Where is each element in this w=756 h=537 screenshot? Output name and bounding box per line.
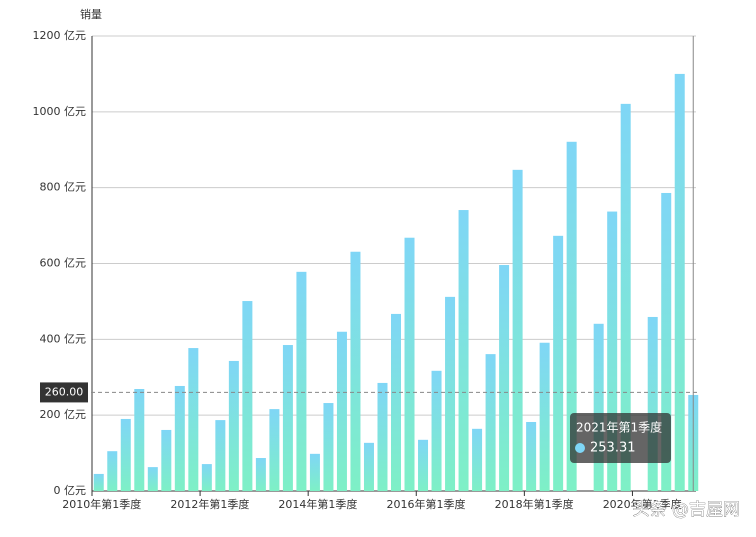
bar <box>539 342 550 491</box>
bar <box>107 451 118 491</box>
bar <box>661 192 672 491</box>
bar <box>647 316 658 491</box>
pointer-label: 260.00 <box>45 385 84 398</box>
bar <box>242 301 253 491</box>
bar <box>472 428 483 491</box>
bar <box>674 73 685 492</box>
bar <box>255 458 266 491</box>
tooltip-title: 2021年第1季度 <box>576 420 662 435</box>
pointer-label-bg <box>40 382 88 403</box>
bar <box>526 421 537 491</box>
x-tick-label: 2020年第1季度 <box>603 497 682 511</box>
bar <box>282 345 293 491</box>
y-tick-label: 600 亿元 <box>40 257 87 270</box>
x-tick-label: 2018年第1季度 <box>495 497 574 511</box>
bar <box>593 323 604 491</box>
bar <box>174 385 185 491</box>
bar <box>377 382 388 491</box>
y-tick-label: 1000 亿元 <box>33 105 87 118</box>
tooltip-bg <box>570 413 671 463</box>
bar <box>404 237 415 491</box>
y-tick-label: 0 亿元 <box>54 484 87 497</box>
bar <box>336 331 347 491</box>
bar <box>147 467 158 491</box>
bar <box>228 360 239 491</box>
bar <box>620 103 631 491</box>
x-tick-label: 2016年第1季度 <box>387 497 466 511</box>
bar <box>391 313 401 491</box>
x-tick-label: 2012年第1季度 <box>170 497 249 511</box>
bar <box>458 210 469 491</box>
bar <box>201 464 212 491</box>
bar <box>499 265 510 491</box>
bar <box>512 169 523 492</box>
bar <box>215 420 226 491</box>
y-tick-label: 400 亿元 <box>40 332 87 345</box>
y-tick-label: 200 亿元 <box>40 408 87 421</box>
x-tick-label: 2010年第1季度 <box>62 497 141 511</box>
bar <box>134 389 145 491</box>
bar <box>607 211 618 491</box>
bar <box>188 348 199 491</box>
bar <box>323 403 334 491</box>
tooltip-marker <box>575 443 585 453</box>
bar <box>120 418 131 491</box>
bar <box>418 439 429 491</box>
watermark: 头条 @吉屋网 <box>633 500 740 520</box>
bar <box>363 442 374 491</box>
bar <box>93 473 104 491</box>
bar <box>553 235 564 491</box>
bar <box>431 370 442 491</box>
bar <box>269 409 280 491</box>
bar <box>350 251 361 491</box>
y-tick-label: 1200 亿元 <box>33 29 87 42</box>
y-tick-label: 800 亿元 <box>40 181 87 194</box>
bar <box>485 354 496 491</box>
bar <box>296 271 307 491</box>
bar <box>309 453 320 491</box>
bar <box>161 429 172 491</box>
x-tick-label: 2014年第1季度 <box>278 497 357 511</box>
bar <box>566 141 577 491</box>
tooltip-value: 253.31 <box>590 441 636 456</box>
tooltip: 2021年第1季度 253.31 <box>570 413 671 463</box>
y-axis-name: 销量 <box>80 7 102 21</box>
bar <box>445 296 456 491</box>
